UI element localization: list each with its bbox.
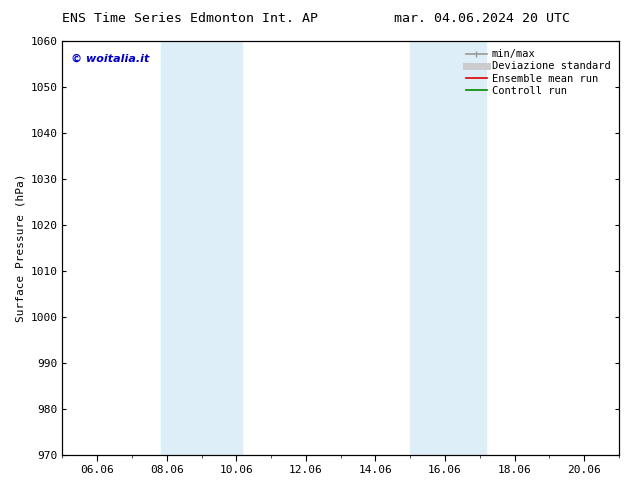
Text: mar. 04.06.2024 20 UTC: mar. 04.06.2024 20 UTC: [394, 12, 570, 25]
Text: © woitalia.it: © woitalia.it: [71, 53, 149, 64]
Bar: [445, 41, 486, 455]
Y-axis label: Surface Pressure (hPa): Surface Pressure (hPa): [15, 173, 25, 322]
Bar: [161, 41, 202, 455]
Legend: min/max, Deviazione standard, Ensemble mean run, Controll run: min/max, Deviazione standard, Ensemble m…: [463, 46, 614, 99]
Bar: [410, 41, 445, 455]
Text: ENS Time Series Edmonton Int. AP: ENS Time Series Edmonton Int. AP: [62, 12, 318, 25]
Bar: [202, 41, 242, 455]
